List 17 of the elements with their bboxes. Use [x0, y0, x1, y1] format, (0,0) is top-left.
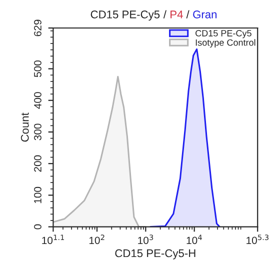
y-tick-label: 100: [34, 186, 42, 204]
x-tick-label: 10$^{4}$: [186, 234, 202, 244]
x-axis-title: CD15 PE-Cy5-H: [115, 249, 196, 260]
y-tick-label: 300: [34, 124, 42, 140]
x-tick-label: 10$^{3}$: [138, 234, 154, 244]
y-tick-label: 200: [34, 155, 42, 172]
legend-label: Isotype Control: [196, 39, 256, 48]
legend-label: CD15 PE-Cy5: [196, 30, 252, 38]
chart-title: CD15 PE-Cy5 / P4 / Gran: [90, 10, 217, 21]
y-tick-label: 629: [34, 20, 42, 36]
x-tick-label: 10$^{2}$: [89, 234, 104, 244]
x-tick-label: 10$^{5.3}$: [246, 234, 268, 244]
y-tick-label: 0: [34, 224, 42, 230]
y-tick-label: 400: [34, 92, 42, 109]
x-tick-label: 10$^{1.1}$: [42, 234, 64, 244]
y-axis-title: Count: [20, 112, 29, 142]
y-tick-label: 500: [34, 60, 42, 78]
